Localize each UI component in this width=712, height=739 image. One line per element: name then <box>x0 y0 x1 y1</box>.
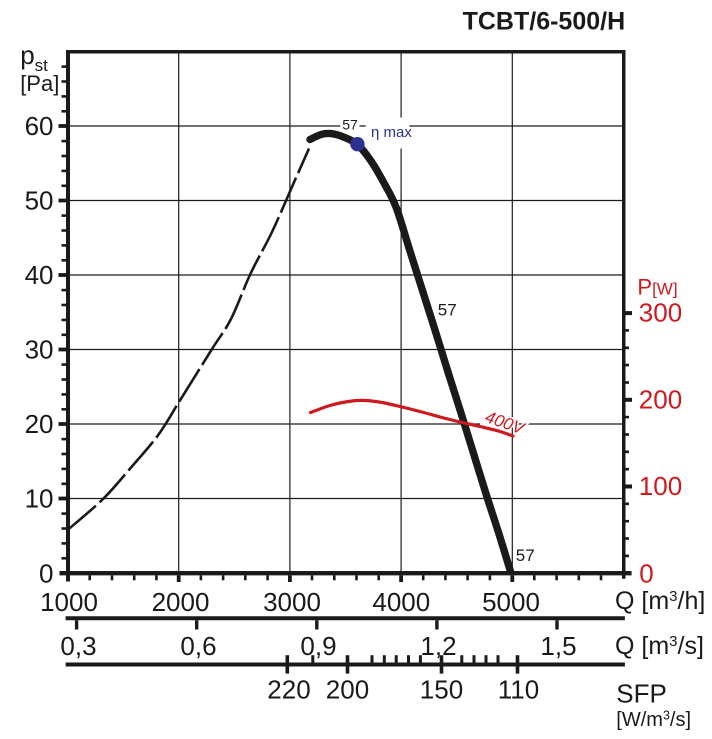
svg-text:10: 10 <box>25 484 54 514</box>
svg-text:0,6: 0,6 <box>180 631 216 661</box>
svg-text:200: 200 <box>326 675 369 705</box>
svg-text:3000: 3000 <box>263 587 321 617</box>
svg-text:0: 0 <box>639 558 653 588</box>
svg-text:[W/m3/s]: [W/m3/s] <box>616 708 691 731</box>
svg-text:60: 60 <box>25 111 54 141</box>
svg-text:4000: 4000 <box>372 587 430 617</box>
svg-text:0,9: 0,9 <box>300 631 336 661</box>
svg-text:150: 150 <box>420 675 463 705</box>
svg-text:1,5: 1,5 <box>540 631 576 661</box>
svg-text:57: 57 <box>438 301 457 320</box>
svg-text:40: 40 <box>25 260 54 290</box>
svg-text:Q [m3/s]: Q [m3/s] <box>615 632 704 660</box>
svg-text:200: 200 <box>639 384 682 414</box>
svg-text:2000: 2000 <box>152 587 210 617</box>
svg-text:100: 100 <box>639 471 682 501</box>
svg-text:η max: η max <box>371 124 412 141</box>
svg-text:1000: 1000 <box>40 587 98 617</box>
svg-text:30: 30 <box>25 335 54 365</box>
svg-text:20: 20 <box>25 409 54 439</box>
svg-text:57: 57 <box>342 116 358 132</box>
svg-text:0,3: 0,3 <box>60 631 96 661</box>
svg-text:1,2: 1,2 <box>420 631 456 661</box>
svg-text:SFP: SFP <box>616 678 667 708</box>
svg-text:Q [m3/h]: Q [m3/h] <box>615 587 705 615</box>
svg-text:[Pa]: [Pa] <box>20 71 59 96</box>
svg-text:110: 110 <box>498 675 539 705</box>
svg-text:TCBT/6-500/H: TCBT/6-500/H <box>463 7 626 35</box>
svg-text:50: 50 <box>25 186 54 216</box>
svg-text:57: 57 <box>516 546 535 565</box>
svg-text:0: 0 <box>39 558 53 588</box>
svg-text:P[W]: P[W] <box>637 274 677 299</box>
svg-text:5000: 5000 <box>482 587 540 617</box>
svg-text:220: 220 <box>267 675 310 705</box>
svg-text:300: 300 <box>639 298 682 328</box>
